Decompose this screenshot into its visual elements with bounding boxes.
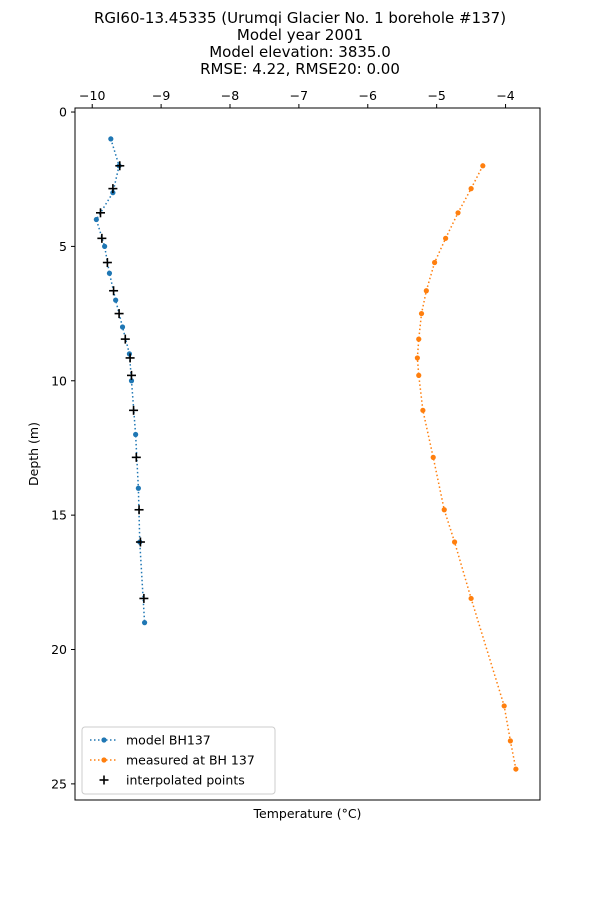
y-tick-label: 25 (51, 776, 67, 791)
data-point (134, 505, 144, 515)
plot-content (93, 136, 519, 772)
data-point (420, 407, 426, 413)
data-point (108, 184, 118, 194)
data-point (451, 539, 458, 545)
data-point (119, 324, 126, 330)
data-point (468, 186, 474, 192)
legend-label: model BH137 (126, 733, 211, 748)
data-point (129, 405, 139, 415)
y-tick-label: 5 (59, 239, 67, 254)
x-tick-label: −10 (79, 88, 105, 103)
data-point (135, 485, 141, 491)
data-point (432, 259, 438, 266)
data-point (120, 334, 130, 344)
x-tick-label: −8 (221, 88, 239, 103)
chart-title-line-4: RMSE: 4.22, RMSE20: 0.00 (200, 60, 400, 78)
data-point (468, 595, 474, 602)
data-point (480, 163, 486, 169)
x-tick-label: −7 (290, 88, 308, 103)
data-point (416, 336, 422, 342)
data-point (139, 593, 149, 603)
series-0 (93, 136, 148, 626)
data-point (108, 136, 114, 142)
data-point (125, 353, 135, 363)
y-tick-label: 10 (51, 373, 67, 388)
legend-label: interpolated points (126, 773, 245, 788)
chart-title-line-3: Model elevation: 3835.0 (209, 43, 391, 61)
data-point (131, 452, 141, 462)
data-point (93, 216, 99, 223)
data-point (97, 233, 107, 243)
data-point (95, 208, 105, 218)
data-point (441, 507, 447, 513)
chart-title-line-2: Model year 2001 (236, 26, 364, 44)
legend-entry-0: model BH137 (90, 733, 211, 748)
series-2 (95, 161, 149, 603)
data-point (115, 161, 125, 171)
y-axis-ticks: 0 5 10 15 20 25 (51, 105, 75, 791)
legend-entry-2: interpolated points (99, 773, 245, 788)
y-tick-label: 20 (51, 642, 67, 657)
data-point (133, 431, 139, 438)
data-point (455, 210, 461, 216)
data-point (418, 310, 425, 317)
data-point (141, 620, 148, 626)
series-1 (414, 163, 519, 772)
data-point (128, 378, 135, 384)
data-point (113, 297, 119, 303)
legend-box (81, 726, 276, 795)
legend-marker (99, 775, 109, 785)
data-point (106, 270, 113, 276)
data-point (114, 309, 124, 319)
data-point (501, 703, 507, 709)
data-point (416, 372, 422, 378)
legend-label: measured at BH 137 (126, 753, 255, 768)
data-point (443, 235, 449, 241)
data-point (135, 537, 145, 547)
chart-title-line-1: RGI60-13.45335 (Urumqi Glacier No. 1 bor… (93, 9, 507, 27)
y-axis-label: Depth (m) (26, 422, 41, 486)
x-tick-label: −6 (359, 88, 377, 103)
series-line (416, 165, 517, 770)
data-point (507, 738, 513, 744)
data-point (102, 243, 108, 249)
x-axis-label: Temperature (°C) (253, 806, 362, 821)
legend-entry-1: measured at BH 137 (90, 753, 255, 768)
data-point (102, 258, 112, 268)
plot-frame (74, 107, 541, 801)
data-point (513, 766, 519, 772)
y-tick-label: 0 (59, 105, 67, 120)
data-point (126, 370, 136, 380)
data-point (414, 355, 420, 361)
x-tick-label: −5 (427, 88, 445, 103)
y-tick-label: 15 (51, 508, 67, 523)
data-point (430, 454, 436, 460)
data-point (423, 288, 429, 294)
series-line (95, 138, 146, 623)
x-axis-ticks: −10 −9 −8 −7 −6 −5 −4 (79, 88, 515, 108)
x-tick-label: −4 (496, 88, 514, 103)
data-point (109, 286, 119, 296)
x-tick-label: −9 (152, 88, 170, 103)
legend: model BH137 measured at BH 137 interpolate… (81, 726, 276, 795)
